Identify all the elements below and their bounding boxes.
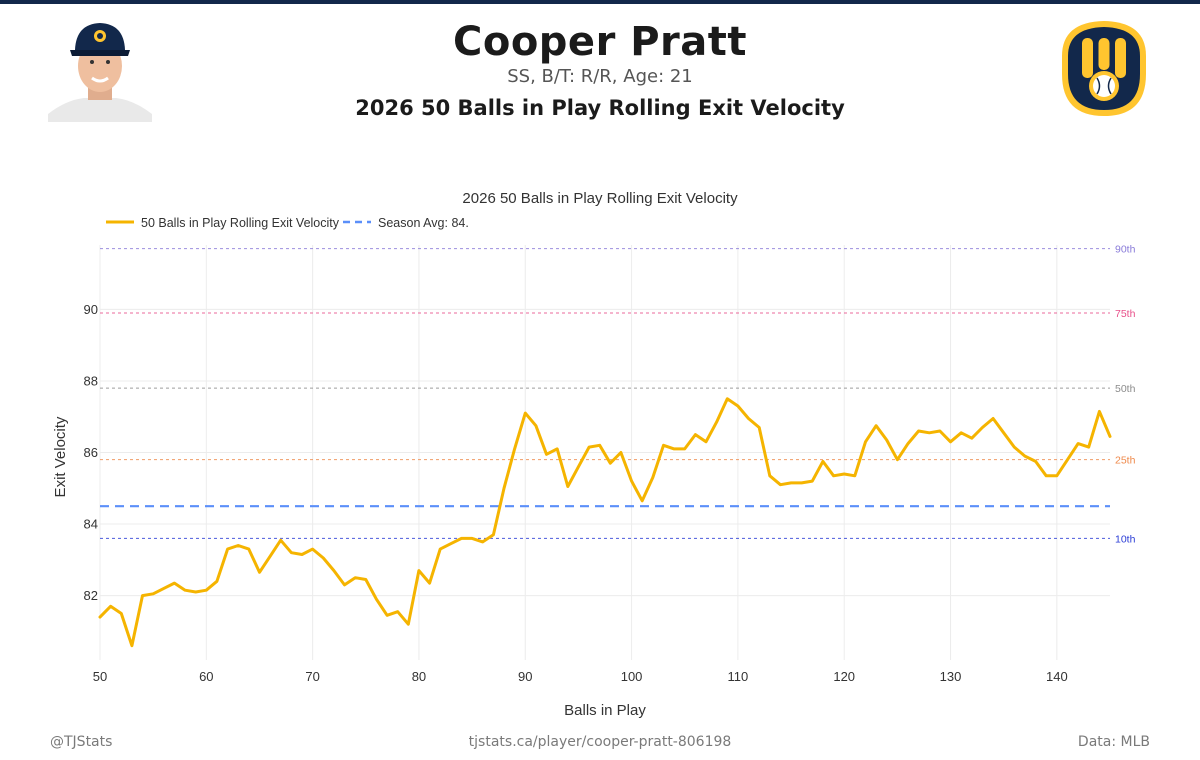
x-tick-label: 70 xyxy=(305,669,319,684)
x-tick-label: 60 xyxy=(199,669,213,684)
percentile-layer: 90th 75th 50th 25th 10th xyxy=(100,244,1136,545)
x-tick-label: 120 xyxy=(833,669,855,684)
page-header: Cooper Pratt SS, B/T: R/R, Age: 21 2026 … xyxy=(0,4,1200,134)
x-tick-label: 140 xyxy=(1046,669,1068,684)
y-tick-label: 86 xyxy=(84,445,98,460)
player-headshot xyxy=(48,18,152,122)
y-axis-title: Exit Velocity xyxy=(52,416,69,497)
percentile-label: 25th xyxy=(1115,455,1136,467)
y-tick-label: 82 xyxy=(84,588,98,603)
x-tick-label: 100 xyxy=(621,669,643,684)
legend-label-rolling: 50 Balls in Play Rolling Exit Velocity xyxy=(141,216,340,230)
chart-title: 2026 50 Balls in Play Rolling Exit Veloc… xyxy=(462,190,738,207)
top-accent-bar xyxy=(0,0,1200,4)
player-name: Cooper Pratt xyxy=(452,19,747,65)
x-tick-layer: 50 60 70 80 90 100 110 120 130 140 xyxy=(93,669,1068,684)
rolling-exit-velocity-line xyxy=(98,397,1112,648)
percentile-label: 75th xyxy=(1115,308,1136,320)
team-logo xyxy=(1062,21,1146,116)
footer-url[interactable]: tjstats.ca/player/cooper-pratt-806198 xyxy=(468,734,732,750)
percentile-label: 10th xyxy=(1115,533,1136,545)
x-tick-label: 90 xyxy=(518,669,532,684)
y-tick-label: 90 xyxy=(84,302,98,317)
x-tick-label: 130 xyxy=(940,669,962,684)
chart-heading: 2026 50 Balls in Play Rolling Exit Veloc… xyxy=(355,96,845,120)
x-tick-label: 50 xyxy=(93,669,107,684)
percentile-label: 90th xyxy=(1115,244,1136,256)
y-tick-layer: 82 84 86 88 90 xyxy=(84,302,98,603)
chart-legend: 50 Balls in Play Rolling Exit Velocity S… xyxy=(106,216,469,230)
x-axis-title: Balls in Play xyxy=(564,702,646,719)
exit-velocity-chart: 2026 50 Balls in Play Rolling Exit Veloc… xyxy=(52,190,1136,719)
player-info: SS, B/T: R/R, Age: 21 xyxy=(507,66,693,87)
legend-label-season-avg: Season Avg: 84. xyxy=(378,216,469,230)
footer-handle: @TJStats xyxy=(50,734,113,750)
percentile-label: 50th xyxy=(1115,383,1136,395)
y-tick-label: 84 xyxy=(84,517,98,532)
x-tick-label: 110 xyxy=(728,669,749,684)
footer-source: Data: MLB xyxy=(1077,734,1150,750)
x-tick-label: 80 xyxy=(412,669,426,684)
series-layer xyxy=(98,397,1112,648)
y-tick-label: 88 xyxy=(84,373,98,388)
